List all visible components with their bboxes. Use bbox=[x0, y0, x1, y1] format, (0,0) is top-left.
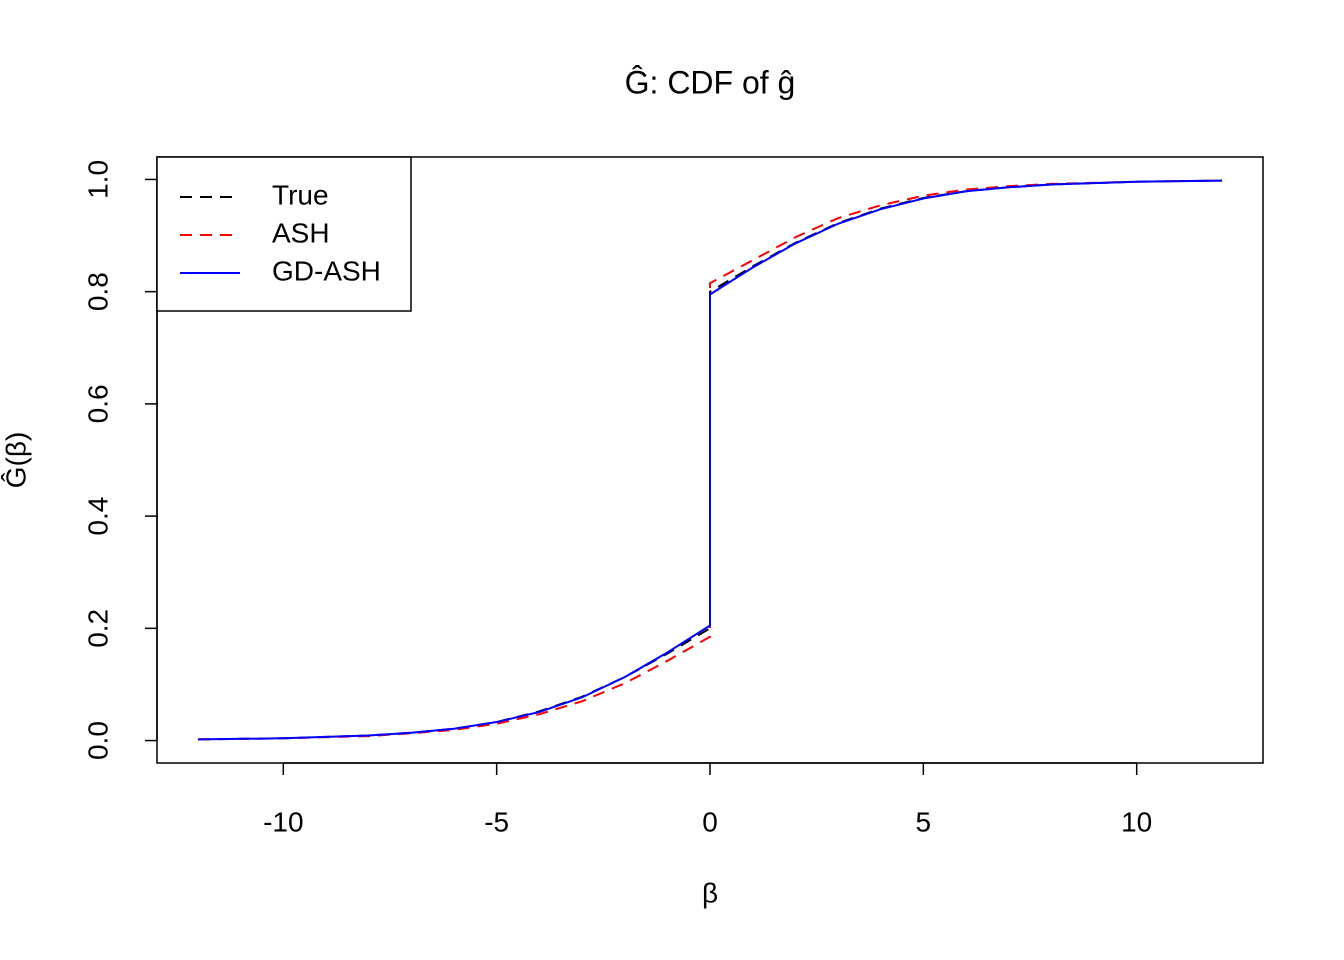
y-tick-label: 0.2 bbox=[82, 609, 113, 648]
y-tick-label: 0.6 bbox=[82, 384, 113, 423]
x-tick-label: 0 bbox=[702, 806, 718, 837]
legend-label: GD-ASH bbox=[272, 255, 381, 286]
x-axis-label: β bbox=[702, 877, 718, 908]
series-line bbox=[197, 179, 1223, 741]
x-tick-label: -5 bbox=[484, 806, 509, 837]
y-axis-label: Ĝ(β) bbox=[0, 432, 31, 489]
y-tick-label: 0.8 bbox=[82, 272, 113, 311]
y-tick-label: 0.0 bbox=[82, 721, 113, 760]
x-tick-label: 10 bbox=[1121, 806, 1152, 837]
y-tick-label: 0.4 bbox=[82, 497, 113, 536]
legend-label: ASH bbox=[272, 217, 330, 248]
x-tick-label: -10 bbox=[263, 806, 303, 837]
legend-box bbox=[156, 156, 412, 312]
chart-title: Ĝ: CDF of ĝ bbox=[625, 64, 796, 100]
y-tick-label: 1.0 bbox=[82, 160, 113, 199]
legend-label: True bbox=[272, 179, 329, 210]
x-tick-label: 5 bbox=[916, 806, 932, 837]
